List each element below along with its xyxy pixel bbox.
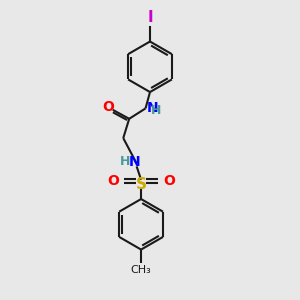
Text: N: N xyxy=(147,101,159,116)
Text: H: H xyxy=(119,155,130,168)
Text: O: O xyxy=(107,174,119,188)
Text: CH₃: CH₃ xyxy=(131,265,152,275)
Text: H: H xyxy=(151,104,161,117)
Text: O: O xyxy=(163,174,175,188)
Text: N: N xyxy=(128,155,140,169)
Text: O: O xyxy=(103,100,114,114)
Text: S: S xyxy=(136,177,147,192)
Text: I: I xyxy=(147,10,153,25)
